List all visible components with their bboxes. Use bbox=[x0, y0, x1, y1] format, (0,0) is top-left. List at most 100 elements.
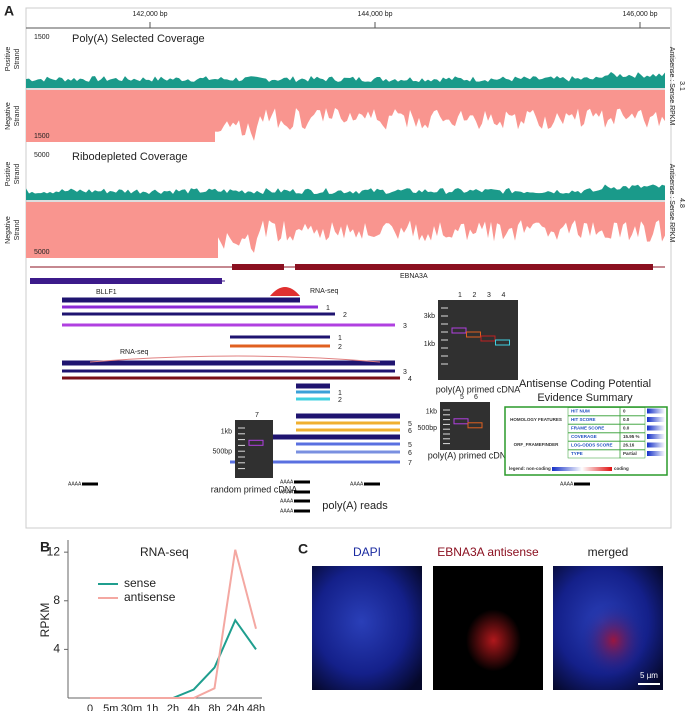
micrograph-label: merged bbox=[588, 545, 629, 559]
x-tick-label: 0 bbox=[87, 703, 93, 711]
negative-coverage bbox=[26, 202, 665, 258]
transcript-label: 2 bbox=[338, 344, 342, 351]
scale-label: 5000 bbox=[34, 152, 50, 159]
positive-coverage bbox=[26, 72, 665, 88]
gel-band bbox=[453, 418, 469, 425]
read bbox=[574, 482, 590, 486]
x-tick-label: 2h bbox=[167, 703, 179, 711]
read-tag: AAAA bbox=[280, 489, 294, 495]
panel-label: A bbox=[4, 3, 14, 19]
junction bbox=[89, 355, 381, 363]
marker-label: 500bp bbox=[213, 449, 233, 456]
legend-label: sense bbox=[124, 576, 156, 590]
y-tick-label: 12 bbox=[47, 544, 61, 558]
x-tick-label: 48h bbox=[247, 703, 265, 711]
y-tick-label: 4 bbox=[53, 642, 60, 656]
gel bbox=[235, 420, 273, 478]
summary-title: Evidence Summary bbox=[537, 392, 633, 404]
marker-label: 1kb bbox=[221, 428, 232, 435]
y-tick-label: 8 bbox=[53, 593, 60, 607]
summary-value: 26.16 bbox=[623, 443, 635, 448]
x-tick-label: 8h bbox=[208, 703, 220, 711]
read bbox=[294, 490, 310, 494]
marker-label: 3kb bbox=[424, 313, 435, 320]
summary-cell bbox=[619, 432, 646, 442]
summary-bar bbox=[647, 451, 665, 456]
ratio-label: Antisense : Sense RPKM bbox=[668, 47, 675, 126]
rnaseq-label: RNA-seq bbox=[310, 288, 339, 295]
read bbox=[294, 509, 310, 513]
junction bbox=[270, 287, 300, 296]
summary-value: 0 bbox=[623, 409, 626, 414]
ratio-label: Antisense : Sense RPKM bbox=[668, 164, 675, 243]
lane-label: 3 bbox=[487, 292, 491, 299]
read-tag: AAAA bbox=[68, 481, 82, 487]
ratio-value: 3.1 bbox=[678, 81, 685, 91]
series-line bbox=[90, 549, 257, 699]
gel-caption: poly(A) primed cDNA bbox=[428, 450, 513, 460]
summary-cell bbox=[619, 424, 646, 433]
strand-label: Positive bbox=[5, 162, 12, 187]
ruler-label: 144,000 bp bbox=[357, 11, 392, 18]
gel-band bbox=[248, 439, 264, 446]
strand-label: Negative bbox=[5, 102, 12, 130]
summary-key: TYPE bbox=[571, 451, 583, 456]
panel-label: B bbox=[40, 539, 50, 555]
strand-label: Strand bbox=[14, 220, 21, 241]
summary-key: COVERAGE bbox=[571, 434, 597, 439]
micrograph-signal bbox=[312, 566, 422, 690]
lane-label: 1 bbox=[458, 292, 462, 299]
gene-exon bbox=[232, 264, 284, 270]
micrograph-overlay bbox=[553, 566, 663, 690]
marker-label: 1kb bbox=[424, 341, 435, 348]
gene-label: EBNA3A bbox=[400, 273, 428, 280]
transcript-label: 3 bbox=[403, 323, 407, 330]
summary-legend: coding bbox=[614, 466, 629, 471]
summary-cell bbox=[619, 449, 646, 459]
summary-bar bbox=[647, 425, 665, 431]
series-line bbox=[90, 618, 257, 699]
ruler-label: 142,000 bp bbox=[132, 11, 167, 18]
micrograph-label: EBNA3A antisense bbox=[437, 545, 539, 559]
summary-cell bbox=[619, 407, 646, 416]
gene-label: BLLF1 bbox=[96, 289, 117, 296]
gel-band bbox=[495, 339, 510, 346]
transcript-label: 7 bbox=[408, 460, 412, 467]
transcript-label: 1 bbox=[338, 335, 342, 342]
lane-label: 2 bbox=[473, 292, 477, 299]
summary-bar bbox=[647, 408, 665, 414]
summary-cell bbox=[619, 415, 646, 425]
rnaseq-label: RNA-seq bbox=[120, 349, 149, 356]
summary-cell bbox=[619, 441, 646, 450]
x-tick-label: 30m bbox=[121, 703, 142, 711]
transcript-label: 4 bbox=[408, 376, 412, 383]
gel-caption: random primed cDNA bbox=[211, 484, 298, 494]
legend-gradient bbox=[552, 467, 612, 471]
marker-label: 500bp bbox=[418, 425, 438, 432]
read bbox=[364, 482, 380, 486]
lane-label: 7 bbox=[255, 412, 259, 419]
marker-label: 1kb bbox=[426, 408, 437, 415]
summary-key: LOG-ODDS SCORE bbox=[571, 443, 613, 448]
x-tick-label: 24h bbox=[226, 703, 244, 711]
panel-label: C bbox=[298, 541, 308, 557]
summary-key: FRAME SCORE bbox=[571, 426, 604, 431]
scale-label: 1500 bbox=[34, 34, 50, 41]
transcript-label: 2 bbox=[343, 312, 347, 319]
transcript-label: 6 bbox=[408, 428, 412, 435]
x-tick-label: 1h bbox=[146, 703, 158, 711]
summary-value: 15.95 % bbox=[623, 434, 640, 439]
track-title: Poly(A) Selected Coverage bbox=[72, 33, 205, 45]
read bbox=[82, 482, 98, 486]
x-tick-label: 5m bbox=[103, 703, 118, 711]
summary-title: Antisense Coding Potential bbox=[519, 378, 651, 390]
summary-key: HIT SCORE bbox=[571, 417, 596, 422]
transcript-label: 1 bbox=[338, 390, 342, 397]
lane-label: 5 bbox=[460, 394, 464, 401]
micrograph-signal bbox=[433, 566, 543, 690]
summary-value: 0.0 bbox=[623, 417, 630, 422]
transcript-label: 5 bbox=[408, 442, 412, 449]
read-tag: AAAA bbox=[280, 508, 294, 514]
track-title: Ribodepleted Coverage bbox=[72, 151, 188, 163]
gel-band bbox=[466, 331, 481, 338]
